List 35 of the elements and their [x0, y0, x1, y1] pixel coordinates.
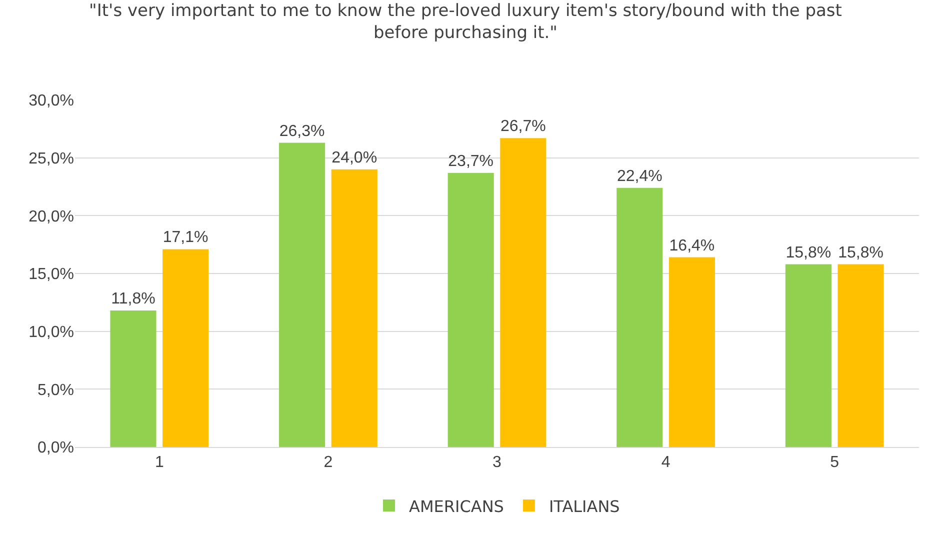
bar	[838, 264, 884, 447]
bar	[279, 142, 326, 447]
x-tick-label: 2	[324, 454, 333, 472]
data-label: 16,4%	[669, 237, 715, 254]
data-label: 24,0%	[332, 149, 378, 166]
x-tick-label: 3	[492, 454, 502, 472]
data-label: 15,8%	[786, 244, 832, 262]
data-label: 15,8%	[838, 244, 884, 262]
y-tick-label: 0,0%	[38, 440, 74, 457]
bar	[448, 172, 494, 447]
legend-label: AMERICANS	[409, 496, 504, 516]
bar	[616, 188, 663, 447]
legend-label: ITALIANS	[548, 496, 620, 516]
y-tick-label: 20,0%	[28, 208, 74, 226]
x-tick-label: 1	[154, 454, 164, 472]
y-tick-label: 10,0%	[28, 324, 74, 341]
y-tick-label: 30,0%	[28, 92, 74, 110]
chart-title: "It's very important to me to know the pre-loved luxury item's story/bound with the past before purchasing it."	[89, 1, 842, 44]
bar	[668, 257, 715, 447]
data-label: 26,7%	[500, 118, 546, 136]
y-tick-label: 15,0%	[28, 266, 74, 284]
data-label: 22,4%	[616, 168, 662, 185]
bar	[110, 310, 156, 447]
y-tick-label: 5,0%	[38, 382, 74, 399]
data-label: 17,1%	[162, 229, 208, 246]
bar	[500, 138, 546, 447]
bar	[162, 249, 209, 447]
y-tick-label: 25,0%	[28, 150, 74, 168]
x-tick-label: 5	[830, 454, 840, 472]
data-label: 26,3%	[279, 122, 325, 140]
bar	[785, 264, 832, 447]
data-label: 11,8%	[111, 290, 156, 308]
bar	[331, 169, 378, 447]
x-tick-label: 4	[661, 454, 670, 472]
data-label: 23,7%	[448, 152, 494, 170]
